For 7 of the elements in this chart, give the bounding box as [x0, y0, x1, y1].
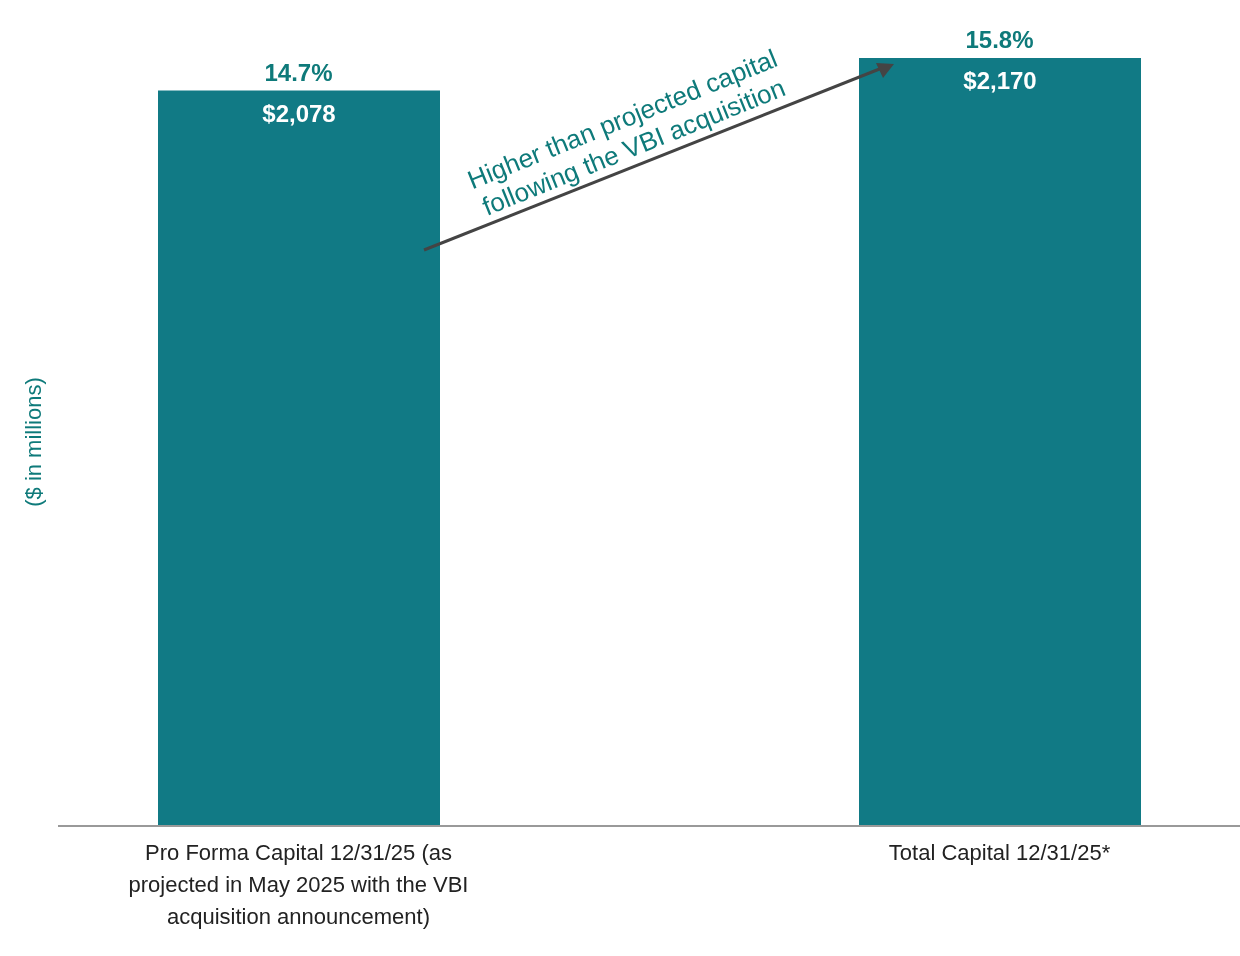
x-tick-label: Total Capital 12/31/25*	[888, 840, 1111, 865]
x-tick-label: Pro Forma Capital 12/31/25 (as projected in May 2025 with the VBI acquisition announcement)	[128, 840, 469, 929]
y-axis-title: ($ in millions)	[20, 377, 46, 507]
annotation: 14.7%	[264, 58, 333, 86]
data-label: $2,078	[262, 99, 336, 127]
data-label: $2,170	[963, 67, 1037, 95]
annotation: 15.8%	[965, 26, 1034, 53]
